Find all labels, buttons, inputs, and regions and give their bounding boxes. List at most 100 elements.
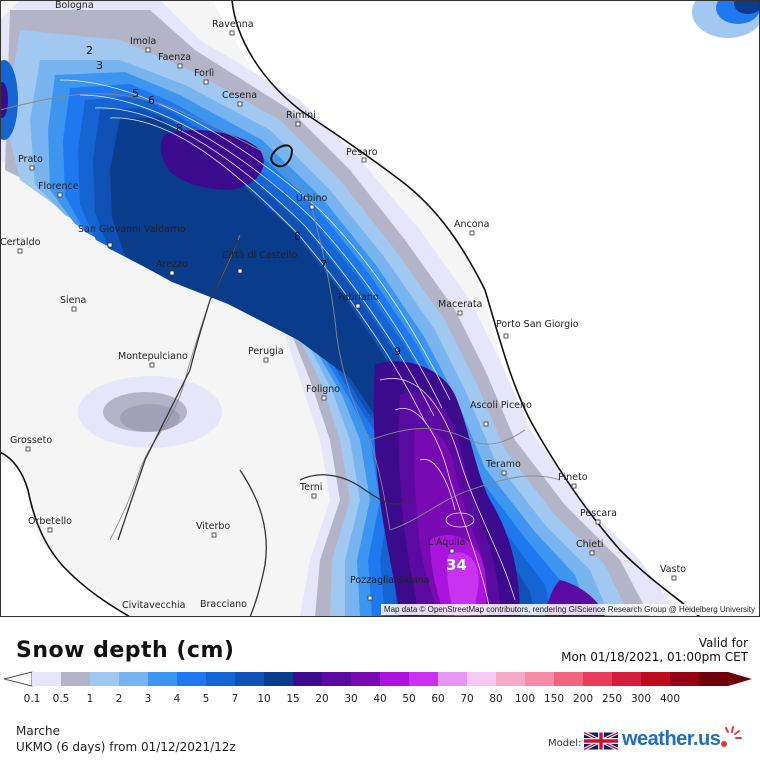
scale-label: 3	[145, 693, 152, 705]
scale-label: 0.5	[53, 693, 70, 705]
city-pescara: Pescara	[580, 508, 617, 525]
scale-label: 15	[286, 693, 299, 705]
city-rimini: Rimini	[286, 110, 316, 127]
city-bracciano: Bracciano	[200, 599, 247, 610]
city-pineto: Pineto	[558, 472, 588, 489]
scale-swatch	[235, 672, 265, 686]
scale-swatch	[322, 672, 352, 686]
city-faenza: Faenza	[158, 52, 191, 69]
contour-label: 6	[148, 94, 155, 107]
scale-label: 4	[174, 693, 181, 705]
city-arezzo: Arezzo	[156, 259, 188, 276]
san-marino-border	[270, 144, 294, 168]
scale-swatch	[380, 672, 410, 686]
city-macerata: Macerata	[438, 299, 482, 316]
west-coastline	[0, 451, 131, 617]
city-teramo: Teramo	[485, 459, 521, 476]
svg-text:Ravenna: Ravenna	[212, 19, 254, 30]
svg-text:Viterbo: Viterbo	[196, 521, 230, 532]
city-foligno: Foligno	[306, 384, 340, 401]
city-ancona: Ancona	[454, 219, 489, 236]
scale-swatch	[641, 672, 671, 686]
scale-label: 70	[460, 693, 473, 705]
svg-text:Urbino: Urbino	[296, 193, 328, 204]
scale-swatch	[612, 672, 642, 686]
svg-text:L'Aquila: L'Aquila	[428, 537, 465, 548]
scale-swatch	[61, 672, 91, 686]
svg-text:Bracciano: Bracciano	[200, 599, 247, 610]
city-certaldo: Certaldo	[0, 237, 41, 254]
scale-label: 250	[602, 693, 622, 705]
scale-label: 50	[402, 693, 415, 705]
svg-text:Teramo: Teramo	[485, 459, 521, 470]
city-ascoli: Ascoli Piceno	[470, 400, 532, 427]
svg-text:Città di Castello: Città di Castello	[222, 250, 298, 261]
city-civitavecchia: Civitavecchia	[122, 600, 185, 611]
svg-text:Foligno: Foligno	[306, 384, 340, 395]
scale-arrow-right	[728, 672, 752, 686]
scale-swatch	[409, 672, 439, 686]
svg-text:Pescara: Pescara	[580, 508, 617, 519]
svg-text:Faenza: Faenza	[158, 52, 191, 63]
scale-swatch	[496, 672, 526, 686]
tyrrhenian-sea	[0, 455, 130, 617]
city-prato: Prato	[18, 154, 43, 171]
model-run-info: UKMO (6 days) from 01/12/2021/12z	[16, 740, 236, 754]
city-portosangiorgio: Porto San Giorgio	[496, 319, 579, 339]
scale-label: 80	[489, 693, 502, 705]
svg-text:Ancona: Ancona	[454, 219, 489, 230]
brand-sun-icon	[721, 726, 742, 747]
svg-text:Pozzaglia Sabina: Pozzaglia Sabina	[350, 575, 430, 586]
scale-label: 2	[116, 693, 123, 705]
svg-text:Chieti: Chieti	[576, 539, 604, 550]
contour-label: 9	[394, 345, 401, 358]
scale-label: 10	[257, 693, 270, 705]
scale-swatch	[554, 672, 584, 686]
valid-label: Valid for	[698, 636, 748, 650]
city-ravenna: Ravenna	[212, 19, 254, 36]
scale-swatch	[583, 672, 613, 686]
scale-label: 1	[87, 693, 94, 705]
snow-depth-map[interactable]: 2 3 5 6 8 8 7 9 34 Bologna Imola Ravenna…	[0, 0, 760, 617]
city-labels: Bologna Imola Ravenna Faenza Forlì Cesen…	[0, 0, 686, 611]
scale-label: 150	[544, 693, 564, 705]
brand-logo[interactable]: weather.us	[622, 728, 721, 750]
coastline	[231, 0, 701, 617]
contour-label: 3	[96, 59, 103, 72]
scale-swatch	[293, 672, 323, 686]
svg-text:Ascoli Piceno: Ascoli Piceno	[470, 400, 532, 411]
scale-label: 20	[315, 693, 328, 705]
city-cittadicastello: Città di Castello	[222, 250, 298, 274]
city-terni: Terni	[299, 482, 322, 499]
city-fabriano: Fabriano	[338, 292, 379, 309]
city-montepulciano: Montepulciano	[118, 351, 188, 368]
scale-swatch	[699, 672, 729, 686]
svg-text:Certaldo: Certaldo	[0, 237, 41, 248]
svg-text:Rimini: Rimini	[286, 110, 316, 121]
contour-label: 7	[320, 258, 327, 271]
model-label: Model:	[548, 738, 582, 749]
svg-text:Fabriano: Fabriano	[338, 292, 379, 303]
city-vasto: Vasto	[660, 564, 686, 581]
svg-text:Civitavecchia: Civitavecchia	[122, 600, 185, 611]
scale-swatch	[32, 672, 62, 686]
scale-label: 400	[660, 693, 680, 705]
scale-swatch	[438, 672, 468, 686]
svg-text:Siena: Siena	[60, 295, 86, 306]
svg-text:Macerata: Macerata	[438, 299, 482, 310]
contour-label: 8	[176, 122, 183, 135]
contour-label: 5	[132, 87, 139, 100]
svg-text:Bologna: Bologna	[55, 0, 94, 11]
scale-swatch	[148, 672, 178, 686]
city-pozzaglia: Pozzaglia Sabina	[350, 575, 430, 601]
city-chieti: Chieti	[576, 539, 604, 556]
city-siena: Siena	[60, 295, 86, 312]
contour-lines	[59, 79, 516, 611]
city-imola: Imola	[130, 36, 156, 53]
contour-label: 8	[294, 230, 301, 243]
city-perugia: Perugia	[248, 346, 284, 363]
city-florence: Florence	[38, 181, 79, 198]
city-orbetello: Orbetello	[28, 516, 72, 533]
scale-swatch	[351, 672, 381, 686]
svg-text:Vasto: Vasto	[660, 564, 686, 575]
